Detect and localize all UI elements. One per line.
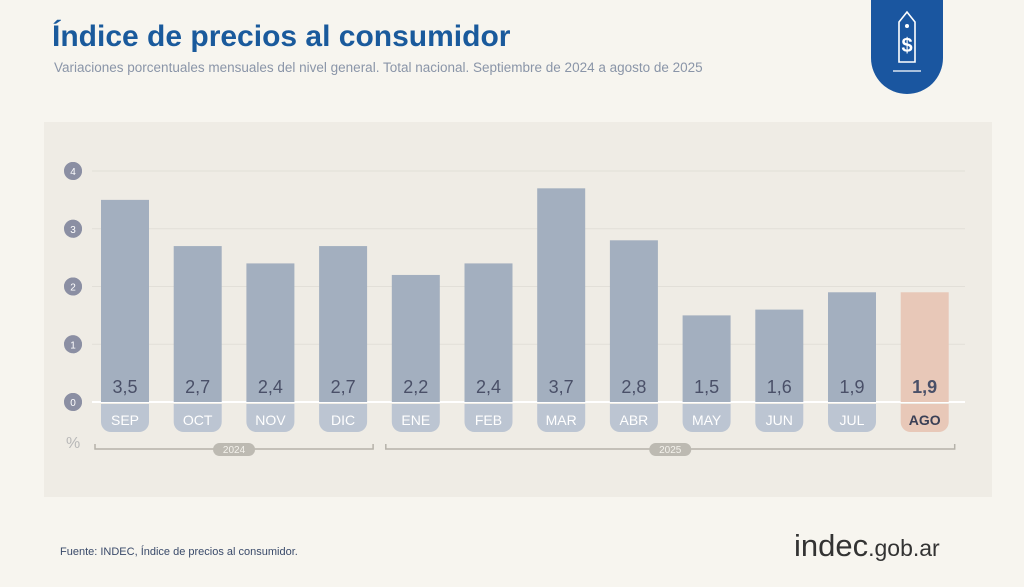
x-tick-label: JUN bbox=[766, 412, 793, 428]
y-tick-label: 2 bbox=[70, 283, 76, 294]
bar bbox=[537, 188, 586, 402]
category-pill bbox=[246, 404, 295, 432]
source-note: Fuente: INDEC, Índice de precios al cons… bbox=[60, 546, 298, 558]
y-tick-label: 4 bbox=[70, 167, 76, 178]
y-tick-label: 1 bbox=[70, 340, 76, 351]
bar bbox=[609, 240, 658, 402]
data-label: 2,7 bbox=[185, 377, 210, 397]
category-pill bbox=[464, 404, 513, 432]
indec-logo: indec.gob.ar bbox=[794, 528, 940, 564]
category-pill bbox=[173, 404, 222, 432]
category-pill bbox=[101, 404, 149, 432]
y-axis-unit: % bbox=[66, 435, 80, 452]
bar bbox=[173, 246, 222, 402]
y-tick-marker bbox=[64, 219, 82, 238]
data-label: 1,9 bbox=[912, 377, 937, 397]
data-label: 2,4 bbox=[476, 377, 501, 397]
data-label: 2,7 bbox=[331, 377, 356, 397]
bar bbox=[682, 315, 731, 402]
data-label: 3,7 bbox=[549, 377, 574, 397]
x-tick-label: DIC bbox=[331, 412, 355, 428]
page-title: Índice de precios al consumidor bbox=[52, 20, 511, 53]
category-pill bbox=[319, 404, 368, 432]
y-tick-label: 3 bbox=[70, 225, 76, 236]
y-tick-marker bbox=[64, 335, 82, 354]
bar bbox=[900, 292, 949, 402]
logo-suffix: .gob.ar bbox=[868, 535, 940, 561]
data-label: 2,4 bbox=[258, 377, 283, 397]
y-tick-marker bbox=[64, 162, 82, 180]
data-label: 2,8 bbox=[621, 377, 646, 397]
svg-text:$: $ bbox=[901, 35, 912, 57]
data-label: 2,2 bbox=[403, 377, 428, 397]
category-pill bbox=[828, 404, 876, 432]
logo-main: indec bbox=[794, 528, 869, 563]
data-label: 1,6 bbox=[767, 377, 792, 397]
category-pill bbox=[609, 404, 658, 432]
x-tick-label: MAY bbox=[692, 412, 722, 428]
bar bbox=[391, 274, 440, 402]
x-tick-label: SEP bbox=[111, 412, 139, 428]
x-tick-label: MAR bbox=[546, 412, 577, 428]
data-label: 1,5 bbox=[694, 377, 719, 397]
page-subtitle: Variaciones porcentuales mensuales del n… bbox=[54, 60, 703, 75]
category-pill bbox=[391, 404, 440, 432]
price-tag-dollar-icon: $ bbox=[871, 0, 943, 94]
category-pill bbox=[537, 404, 586, 432]
bar bbox=[246, 263, 295, 402]
x-tick-label: OCT bbox=[183, 412, 213, 428]
category-pill bbox=[755, 404, 804, 432]
x-tick-label: ABR bbox=[620, 412, 649, 428]
bar bbox=[828, 292, 876, 402]
bar bbox=[319, 246, 368, 402]
year-label: 2024 bbox=[223, 445, 246, 456]
data-label: 1,9 bbox=[839, 377, 864, 397]
y-tick-marker bbox=[64, 277, 82, 296]
x-tick-label: NOV bbox=[255, 412, 286, 428]
bar bbox=[101, 199, 149, 402]
category-pill bbox=[900, 404, 949, 432]
year-pill bbox=[649, 443, 692, 456]
y-tick-label: 0 bbox=[70, 398, 76, 409]
bar bbox=[755, 309, 804, 402]
x-tick-label: AGO bbox=[909, 412, 941, 428]
year-label: 2025 bbox=[659, 445, 682, 456]
x-tick-label: ENE bbox=[401, 412, 430, 428]
y-tick-marker bbox=[64, 393, 82, 411]
data-label: 3,5 bbox=[112, 377, 137, 397]
bar bbox=[464, 263, 513, 402]
x-tick-label: JUL bbox=[840, 412, 865, 428]
x-tick-label: FEB bbox=[475, 412, 502, 428]
category-pill bbox=[682, 404, 731, 432]
year-pill bbox=[213, 443, 256, 456]
